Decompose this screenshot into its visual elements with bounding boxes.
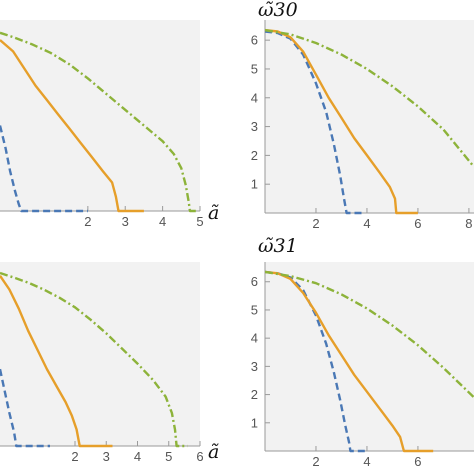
series-line-solid [0, 275, 113, 448]
y-axis-label: ω̃31 [258, 235, 298, 257]
panel-4: 2 4 6 1 2 3 4 5 6 ω̃31 [251, 235, 474, 469]
x-tick-label: 4 [134, 449, 141, 464]
x-tick-label: 4 [363, 454, 370, 469]
y-tick-label: 5 [251, 61, 258, 76]
series-line-dashed [0, 368, 50, 448]
y-tick-label: 2 [251, 387, 258, 402]
series-line-dashdot [265, 28, 474, 168]
series-line-dashdot [265, 270, 474, 399]
x-tick-label: 2 [71, 449, 78, 464]
series-line-solid [0, 39, 144, 213]
series-line-solid [265, 28, 418, 215]
x-tick-label: 5 [196, 214, 203, 229]
x-tick-label: 5 [165, 449, 172, 464]
x-tick-label: 6 [196, 449, 203, 464]
y-tick-label: 1 [251, 177, 258, 192]
y-tick-label: 5 [251, 302, 258, 317]
x-tick-label: 3 [103, 449, 110, 464]
series-line-dashed [265, 30, 362, 215]
series-line-dashdot [0, 271, 188, 448]
y-tick-label: 6 [251, 274, 258, 289]
series-line-dashed [0, 125, 88, 213]
y-axis-label: ω̃30 [258, 0, 298, 21]
x-tick-label: 2 [312, 454, 319, 469]
x-tick-label: 3 [122, 214, 129, 229]
x-tick-label: 4 [363, 216, 370, 231]
x-tick-label: 6 [414, 454, 421, 469]
x-axis-label: ã [208, 202, 219, 224]
x-tick-label: 2 [312, 216, 319, 231]
plot-background [0, 20, 200, 211]
x-tick-label: 6 [414, 216, 421, 231]
y-tick-label: 3 [251, 119, 258, 134]
y-tick-label: 4 [251, 90, 258, 105]
y-tick-label: 1 [251, 415, 258, 430]
plot-background [0, 262, 200, 446]
plot-background [265, 20, 474, 213]
y-tick-label: 3 [251, 359, 258, 374]
y-tick-label: 4 [251, 331, 258, 346]
x-tick-label: 2 [84, 214, 91, 229]
y-tick-label: 6 [251, 33, 258, 48]
x-axis-label: ã [208, 441, 219, 463]
x-tick-label: 8 [465, 216, 472, 231]
plot-background [265, 262, 474, 451]
series-line-solid [265, 270, 434, 453]
series-line-dashdot [0, 31, 197, 213]
x-tick-label: 4 [159, 214, 166, 229]
y-tick-label: 2 [251, 148, 258, 163]
